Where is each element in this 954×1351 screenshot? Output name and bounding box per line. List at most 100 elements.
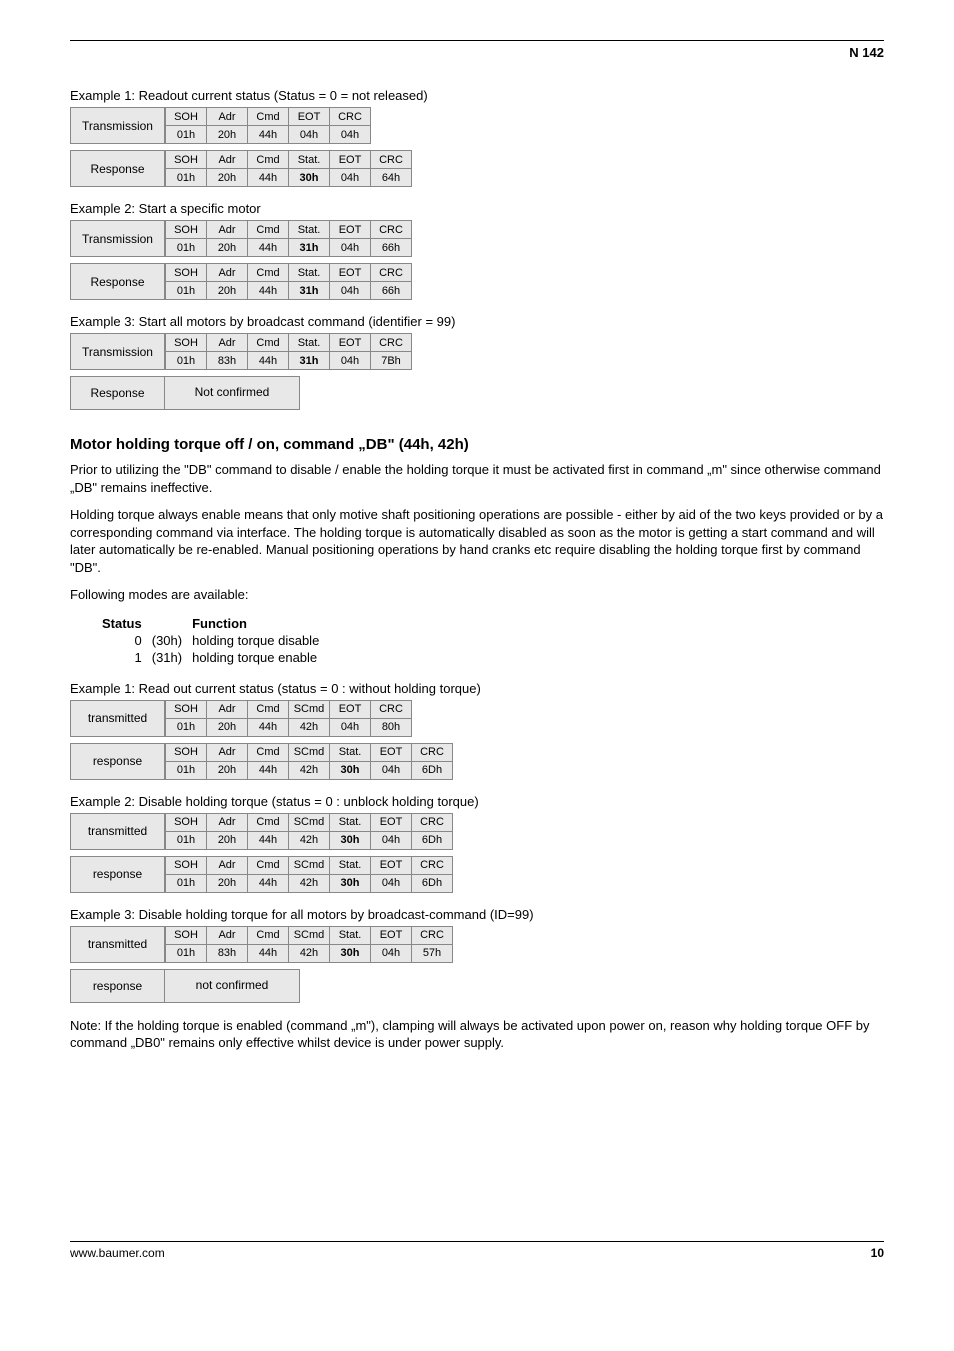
cell: 20h xyxy=(207,282,248,300)
cell: EOT xyxy=(371,813,412,831)
cell: CRC xyxy=(412,813,453,831)
cell: 42h xyxy=(289,874,330,892)
cell: EOT xyxy=(371,856,412,874)
cell: Adr xyxy=(207,743,248,761)
cell: CRC xyxy=(371,334,412,352)
cell: Adr xyxy=(207,221,248,239)
para2: Holding torque always enable means that … xyxy=(70,506,884,576)
cell: Cmd xyxy=(248,151,289,169)
ex3-tx-label: Transmission xyxy=(70,333,165,370)
cell: 04h xyxy=(330,169,371,187)
cell: 04h xyxy=(330,282,371,300)
db-ex3-rs-label: response xyxy=(70,969,165,1003)
cell: Adr xyxy=(207,151,248,169)
cell: 44h xyxy=(248,944,289,962)
cell: SOH xyxy=(166,813,207,831)
cell: 44h xyxy=(248,126,289,144)
cell: EOT xyxy=(330,151,371,169)
cell: Stat. xyxy=(330,926,371,944)
cell: 83h xyxy=(207,352,248,370)
cell: 01h xyxy=(166,126,207,144)
cell: 20h xyxy=(207,874,248,892)
cell: 44h xyxy=(248,352,289,370)
ex3-rs-label: Response xyxy=(70,376,165,410)
cell: 01h xyxy=(166,874,207,892)
ex1-rs-label: Response xyxy=(70,150,165,187)
cell: SCmd xyxy=(289,700,330,718)
cell: EOT xyxy=(289,108,330,126)
cell: 04h xyxy=(330,718,371,736)
status-table: Status Function 0 (30h) holding torque d… xyxy=(100,614,884,667)
cell: Adr xyxy=(207,334,248,352)
cell: 20h xyxy=(207,718,248,736)
cell: 04h xyxy=(371,761,412,779)
cell: Cmd xyxy=(248,743,289,761)
db-ex3-rs-not-confirmed: not confirmed xyxy=(164,969,300,1003)
cell: Adr xyxy=(207,264,248,282)
cell: 44h xyxy=(248,169,289,187)
cell: Adr xyxy=(207,700,248,718)
cell: 30h xyxy=(330,944,371,962)
cell: SOH xyxy=(166,108,207,126)
cell: 44h xyxy=(248,874,289,892)
cell: Stat. xyxy=(289,151,330,169)
cell: 01h xyxy=(166,944,207,962)
cell: CRC xyxy=(330,108,371,126)
cell: 04h xyxy=(330,352,371,370)
cell: 01h xyxy=(166,239,207,257)
cell: 42h xyxy=(289,944,330,962)
cell: Cmd xyxy=(248,264,289,282)
page-number: N 142 xyxy=(70,45,884,60)
cell: 20h xyxy=(207,126,248,144)
cell: EOT xyxy=(330,700,371,718)
cell: 83h xyxy=(207,944,248,962)
cell: EOT xyxy=(330,221,371,239)
db-ex1-rs-label: response xyxy=(70,743,165,780)
cell: 42h xyxy=(289,831,330,849)
cell: Cmd xyxy=(248,926,289,944)
cell: 6Dh xyxy=(412,874,453,892)
status-row1-txt: holding torque enable xyxy=(192,650,327,665)
cell: Stat. xyxy=(330,743,371,761)
ex2-tx-label: Transmission xyxy=(70,220,165,257)
cell: Adr xyxy=(207,813,248,831)
cell: 20h xyxy=(207,761,248,779)
db-ex2-tx-table: SOH Adr Cmd SCmd Stat. EOT CRC 01h 20h 4… xyxy=(165,813,453,850)
cell: 30h xyxy=(330,831,371,849)
db-ex2-tx-label: transmitted xyxy=(70,813,165,850)
cell: 20h xyxy=(207,239,248,257)
cell: 01h xyxy=(166,761,207,779)
db-ex1-rs-table: SOH Adr Cmd SCmd Stat. EOT CRC 01h 20h 4… xyxy=(165,743,453,780)
example1-title: Example 1: Readout current status (Statu… xyxy=(70,88,884,103)
cell: CRC xyxy=(412,856,453,874)
status-row1-num: 1 xyxy=(102,650,150,665)
cell: SCmd xyxy=(289,813,330,831)
cell: 44h xyxy=(248,831,289,849)
ex1-rs-table: SOH Adr Cmd Stat. EOT CRC 01h 20h 44h 30… xyxy=(165,150,412,187)
cell: 42h xyxy=(289,761,330,779)
cell: SOH xyxy=(166,700,207,718)
cell: EOT xyxy=(330,334,371,352)
status-hdr-func: Function xyxy=(192,616,327,631)
cell: Stat. xyxy=(289,221,330,239)
example3-title: Example 3: Start all motors by broadcast… xyxy=(70,314,884,329)
example2-title: Example 2: Start a specific motor xyxy=(70,201,884,216)
cell: Stat. xyxy=(330,813,371,831)
db-ex1-tx-table: SOH Adr Cmd SCmd EOT CRC 01h 20h 44h 42h… xyxy=(165,700,412,737)
status-row0-txt: holding torque disable xyxy=(192,633,327,648)
footer-page: 10 xyxy=(871,1246,884,1260)
cell: EOT xyxy=(371,926,412,944)
cell: Stat. xyxy=(289,264,330,282)
cell: Stat. xyxy=(330,856,371,874)
cell: SOH xyxy=(166,926,207,944)
ex2-rs-table: SOH Adr Cmd Stat. EOT CRC 01h 20h 44h 31… xyxy=(165,263,412,300)
cell: 6Dh xyxy=(412,761,453,779)
cell: 44h xyxy=(248,718,289,736)
status-row1-hex: (31h) xyxy=(152,650,190,665)
cell: Stat. xyxy=(289,334,330,352)
para1: Prior to utilizing the "DB" command to d… xyxy=(70,461,884,496)
cell: EOT xyxy=(371,743,412,761)
cell: 30h xyxy=(330,761,371,779)
cell: EOT xyxy=(330,264,371,282)
db-ex2-rs-table: SOH Adr Cmd SCmd Stat. EOT CRC 01h 20h 4… xyxy=(165,856,453,893)
